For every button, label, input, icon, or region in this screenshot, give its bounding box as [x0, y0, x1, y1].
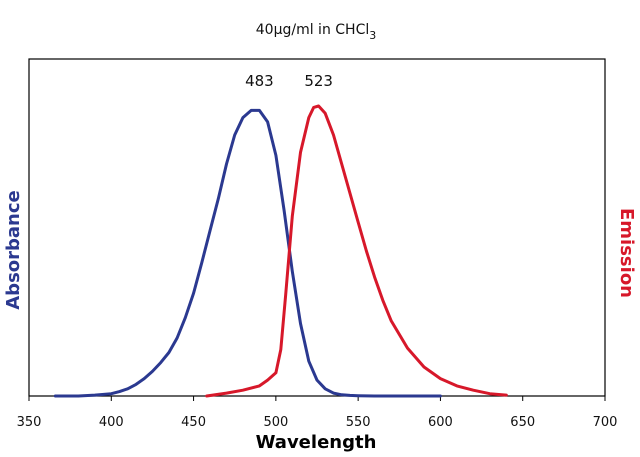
x-tick-label: 500 — [263, 415, 288, 430]
chart-title-main: 40µg/ml in CHCl — [256, 22, 369, 38]
y-axis-right-title: Emission — [616, 208, 637, 298]
x-tick-label: 400 — [99, 415, 124, 430]
series-layer — [53, 104, 508, 398]
x-tick-label: 700 — [593, 415, 618, 430]
x-tick-label: 350 — [17, 415, 42, 430]
x-tick-label: 650 — [510, 415, 535, 430]
y-axis-left-title: Absorbance — [3, 190, 24, 310]
x-tick-label: 550 — [346, 415, 371, 430]
x-tick-label: 600 — [428, 415, 453, 430]
peak-label: 483 — [245, 72, 274, 90]
chart-title: 40µg/ml in CHCl3 — [256, 22, 376, 42]
x-axis: 350 400 450 500 550 600 650 700 — [17, 396, 618, 430]
peak-label: 523 — [304, 72, 333, 90]
peak-annotations: 483 523 — [245, 72, 333, 90]
absorbance-line — [53, 108, 442, 398]
x-axis-title: Wavelength — [256, 432, 377, 453]
plot-frame — [28, 58, 606, 397]
x-tick-label: 450 — [181, 415, 206, 430]
emission-line — [205, 104, 508, 398]
chart-title-subscript: 3 — [369, 29, 376, 42]
